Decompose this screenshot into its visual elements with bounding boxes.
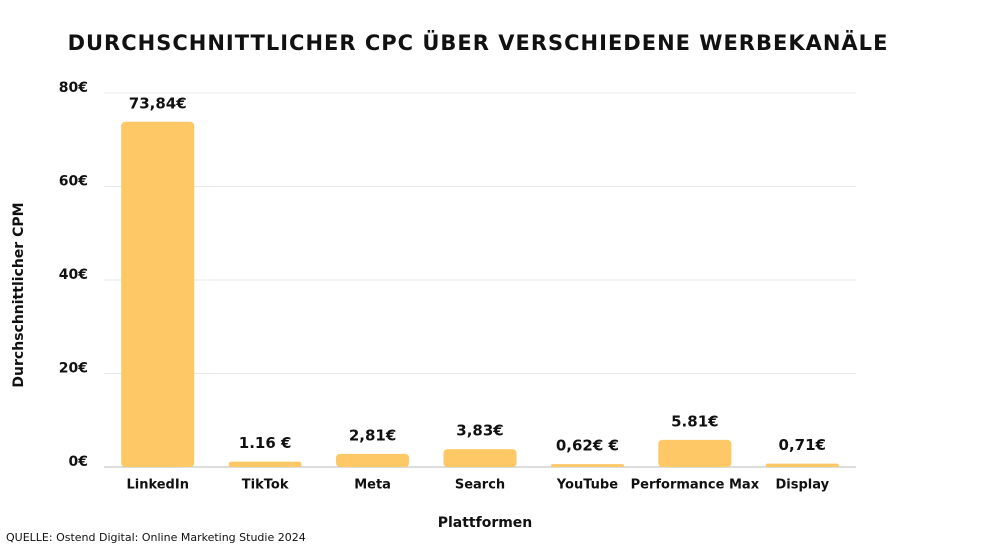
y-axis-label: Durchschnittlicher CPM (11, 202, 27, 387)
y-tick-label: 20€ (59, 361, 88, 377)
bar (121, 121, 195, 467)
x-tick-label: Meta (354, 478, 391, 493)
bar (658, 439, 732, 467)
value-label: 73,84€ (129, 94, 187, 112)
bar (550, 464, 624, 467)
bar (336, 453, 410, 467)
y-tick-label: 60€ (59, 174, 88, 190)
chart-title: DURCHSCHNITTLICHER CPC ÜBER VERSCHIEDENE… (68, 30, 889, 55)
x-tick-label: Search (455, 478, 505, 493)
value-label: 1.16 € (239, 434, 292, 452)
x-axis-label: Plattformen (438, 515, 533, 531)
value-label: 0,71€ (779, 436, 826, 454)
value-label: 3,83€ (456, 422, 503, 440)
x-tick-label: Performance Max (631, 478, 760, 493)
x-tick-label: TikTok (242, 478, 289, 493)
x-tick-label: LinkedIn (126, 478, 189, 493)
value-label: 2,81€ (349, 426, 396, 444)
value-label: 5.81€ (671, 412, 718, 430)
y-tick-label: 80€ (59, 80, 88, 96)
x-tick-label: YouTube (556, 478, 618, 493)
bar (443, 449, 517, 467)
value-label: 0,62€ € (556, 437, 619, 455)
bar (765, 463, 839, 467)
x-tick-label: Display (775, 478, 829, 493)
y-tick-label: 40€ (59, 267, 88, 283)
bar (228, 461, 302, 467)
y-tick-label: 0€ (69, 454, 88, 470)
source-note: QUELLE: Ostend Digital: Online Marketing… (6, 531, 306, 544)
